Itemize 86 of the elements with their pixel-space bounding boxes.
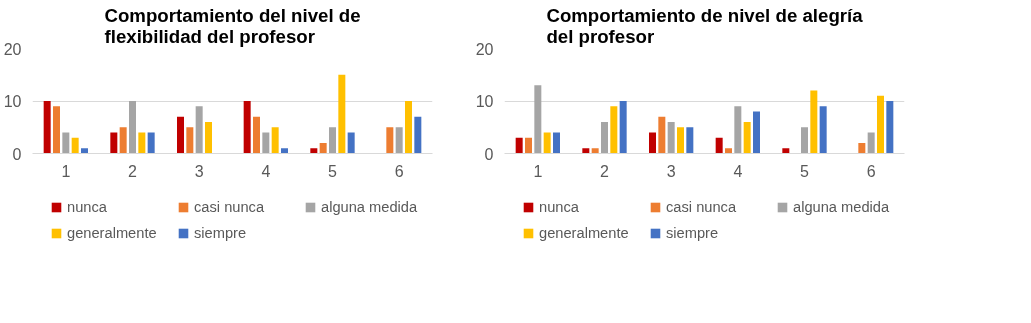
bar bbox=[329, 127, 336, 154]
y-tick-label: 0 bbox=[12, 145, 22, 163]
bar bbox=[667, 122, 675, 154]
x-tick-label: 6 bbox=[866, 162, 876, 180]
y-tick-label: 10 bbox=[475, 93, 494, 110]
bar bbox=[725, 148, 732, 154]
bar bbox=[243, 101, 251, 154]
legend-label: nunca bbox=[539, 199, 580, 215]
x-tick-label: 6 bbox=[394, 162, 404, 180]
bar bbox=[677, 127, 684, 154]
bar bbox=[347, 132, 355, 154]
bar bbox=[801, 127, 808, 154]
x-tick-label: 5 bbox=[800, 162, 810, 180]
bar bbox=[405, 101, 412, 154]
bar bbox=[147, 132, 155, 154]
x-tick-label: 3 bbox=[194, 162, 204, 180]
bar bbox=[867, 132, 875, 154]
bar bbox=[743, 122, 751, 154]
bar bbox=[819, 106, 827, 154]
legend-label: siempre bbox=[194, 225, 248, 241]
bar bbox=[319, 143, 327, 154]
bar bbox=[734, 106, 742, 154]
x-tick-label: 4 bbox=[733, 162, 743, 180]
y-tick-label: 20 bbox=[475, 40, 494, 58]
bar bbox=[310, 148, 318, 154]
chart-title: Comportamiento de nivel de alegría del profesor bbox=[546, 4, 864, 47]
bar bbox=[753, 111, 760, 154]
bar bbox=[138, 132, 146, 154]
bar bbox=[525, 137, 532, 154]
bar bbox=[186, 127, 194, 154]
x-tick-label: 1 bbox=[61, 162, 71, 180]
bar bbox=[810, 90, 818, 154]
bar bbox=[338, 74, 346, 154]
bar bbox=[110, 132, 118, 154]
chart-title: Comportamiento del nivel de flexibilidad del profesor bbox=[104, 4, 361, 47]
bar bbox=[281, 148, 288, 154]
bar bbox=[53, 106, 60, 154]
x-tick-label: 3 bbox=[666, 162, 676, 180]
bar bbox=[62, 132, 70, 154]
legend-label: alguna medida bbox=[793, 199, 891, 215]
bar bbox=[782, 148, 790, 154]
bar bbox=[686, 127, 694, 154]
bar bbox=[71, 137, 79, 154]
legend-label: siempre bbox=[666, 225, 720, 241]
y-tick-label: 20 bbox=[3, 40, 22, 58]
bar bbox=[658, 116, 666, 154]
bar bbox=[81, 148, 88, 154]
bar bbox=[253, 116, 260, 154]
legend-label: casi nunca bbox=[666, 199, 738, 215]
bar bbox=[858, 143, 866, 154]
bar bbox=[553, 132, 560, 154]
bar bbox=[386, 127, 394, 154]
legend-label: generalmente bbox=[67, 225, 158, 241]
bar bbox=[515, 137, 523, 154]
legend-label: casi nunca bbox=[194, 199, 266, 215]
x-tick-label: 4 bbox=[261, 162, 271, 180]
bar bbox=[601, 122, 608, 154]
bar bbox=[43, 101, 51, 154]
bar bbox=[582, 148, 590, 154]
bar bbox=[119, 127, 127, 154]
bar bbox=[534, 85, 542, 154]
bar bbox=[177, 116, 184, 154]
bar bbox=[543, 132, 551, 154]
legend-label: generalmente bbox=[539, 225, 630, 241]
bar bbox=[886, 101, 894, 154]
x-tick-label: 1 bbox=[533, 162, 543, 180]
bar bbox=[195, 106, 203, 154]
bar bbox=[414, 116, 422, 154]
bar bbox=[877, 95, 884, 154]
legend-label: nunca bbox=[67, 199, 108, 215]
bar bbox=[610, 106, 618, 154]
bar bbox=[715, 137, 723, 154]
bar bbox=[129, 101, 136, 154]
bar bbox=[262, 132, 270, 154]
y-tick-label: 0 bbox=[484, 145, 494, 163]
bar bbox=[591, 148, 599, 154]
x-tick-label: 2 bbox=[600, 162, 610, 180]
bar bbox=[395, 127, 403, 154]
x-tick-label: 2 bbox=[128, 162, 138, 180]
legend-label: alguna medida bbox=[321, 199, 419, 215]
y-tick-label: 10 bbox=[3, 93, 22, 110]
bar bbox=[649, 132, 656, 154]
bar bbox=[271, 127, 279, 154]
x-tick-label: 5 bbox=[328, 162, 338, 180]
bar bbox=[205, 122, 212, 154]
bar bbox=[619, 101, 627, 154]
